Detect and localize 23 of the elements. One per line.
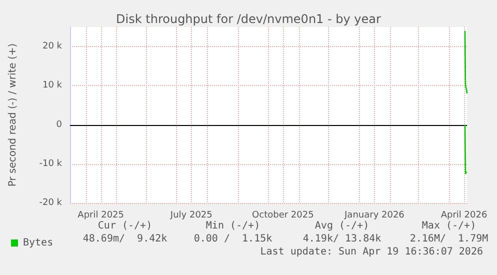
text: 48.69m/ 9.42k: [82, 234, 168, 244]
x-tick-label: April 2025: [78, 210, 124, 220]
text: 4.19k/ 13.84k: [302, 234, 382, 244]
x-tick-label: January 2026: [344, 210, 405, 220]
text: 2.16M/ 1.79M: [410, 234, 488, 244]
x-tick-label: October 2025: [252, 210, 314, 220]
text: Cur (-/+): [98, 220, 152, 232]
text: 0.00 / 1.15k: [194, 234, 272, 244]
y-tick-label: 20 k: [42, 42, 63, 52]
legend-label: Bytes: [23, 238, 54, 248]
y-tick-label: 10 k: [42, 80, 63, 91]
x-tick-label: July 2025: [169, 210, 212, 220]
text: Max (-/+): [422, 220, 476, 232]
text: Avg (-/+): [314, 220, 370, 232]
y-tick-label: -20 k: [39, 198, 63, 208]
chart-title: Disk throughput for /dev/nvme0n1 - by year: [116, 12, 382, 26]
x-tick-label: April 2026: [440, 210, 488, 220]
text: Min (-/+): [206, 220, 260, 232]
y-tick-label: -10 k: [39, 158, 63, 169]
y-axis-title: Pr second read (-) / write (+): [8, 43, 18, 187]
text: Last update: Sun Apr 19 16:36:07 2026: [260, 246, 483, 258]
y-tick-label: 0: [56, 120, 62, 130]
line-series: [464, 30, 468, 94]
